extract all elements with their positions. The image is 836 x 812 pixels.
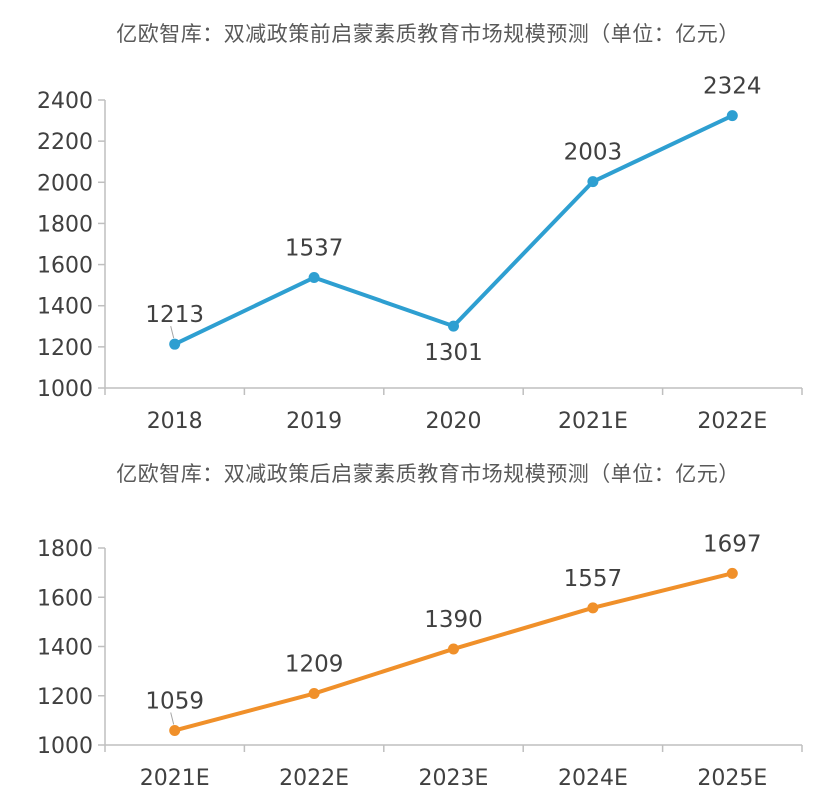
data-point — [448, 320, 459, 332]
data-label: 1697 — [703, 531, 762, 557]
series-line — [172, 113, 735, 347]
data-point — [448, 643, 459, 655]
data-label: 1059 — [145, 688, 204, 714]
data-label: 2003 — [564, 140, 623, 166]
data-point — [587, 176, 599, 188]
label-leader-line — [170, 326, 175, 339]
x-tick-label: 2019 — [286, 409, 342, 434]
y-tick-label: 1200 — [37, 685, 93, 710]
y-tick-label: 1000 — [37, 734, 93, 759]
y-tick-label: 2000 — [37, 171, 93, 196]
chart-title: 亿欧智库：双减政策后启蒙素质教育市场规模预测（单位：亿元） — [116, 462, 740, 486]
chart-title: 亿欧智库：双减政策前启蒙素质教育市场规模预测（单位：亿元） — [116, 22, 740, 46]
data-point — [169, 724, 181, 736]
data-label: 2324 — [703, 74, 762, 100]
y-tick-label: 2400 — [37, 89, 93, 114]
data-point — [587, 602, 599, 614]
x-tick-label: 2022E — [697, 409, 767, 434]
y-tick-label: 1200 — [37, 336, 93, 361]
x-tick-label: 2021E — [558, 409, 628, 434]
x-tick-label: 2018 — [147, 409, 203, 434]
chart-before-policy: 亿欧智库：双减政策前启蒙素质教育市场规模预测（单位：亿元） 1000 1200 14… — [37, 22, 803, 434]
data-label: 1209 — [285, 652, 344, 678]
x-tick-label: 2021E — [140, 766, 210, 791]
data-point — [726, 110, 738, 122]
x-tick-label: 2025E — [697, 766, 767, 791]
y-tick-label: 1000 — [37, 377, 93, 402]
data-label: 1557 — [564, 566, 623, 592]
data-label: 1213 — [145, 302, 204, 328]
data-label: 1301 — [424, 340, 483, 366]
y-tick-label: 2200 — [37, 130, 93, 155]
y-tick-label: 1600 — [37, 586, 93, 611]
data-point — [169, 338, 181, 350]
data-point — [726, 567, 738, 579]
line-chart-before-policy: 1000 1200 1400 1600 1800 2000 2200 2400 2018 2019… — [37, 74, 803, 434]
line-chart-after-policy: 1000 1200 1400 1600 1800 2021E 2022E 2023E 2024E… — [37, 531, 803, 791]
y-tick-label: 1800 — [37, 537, 93, 562]
data-label: 1537 — [285, 236, 344, 262]
chart-after-policy: 亿欧智库：双减政策后启蒙素质教育市场规模预测（单位：亿元） 1000 1200 14… — [0, 440, 836, 812]
x-tick-label: 2022E — [279, 766, 349, 791]
y-tick-label: 1400 — [37, 636, 93, 661]
x-tick-label: 2020 — [426, 409, 482, 434]
x-tick-label: 2024E — [558, 766, 628, 791]
data-point — [308, 688, 320, 700]
y-tick-label: 1600 — [37, 254, 93, 279]
data-label: 1390 — [424, 607, 483, 633]
data-point — [308, 272, 320, 284]
y-tick-label: 1400 — [37, 295, 93, 320]
x-tick-label: 2023E — [419, 766, 489, 791]
label-leader-line — [170, 712, 175, 725]
y-tick-label: 1800 — [37, 212, 93, 237]
